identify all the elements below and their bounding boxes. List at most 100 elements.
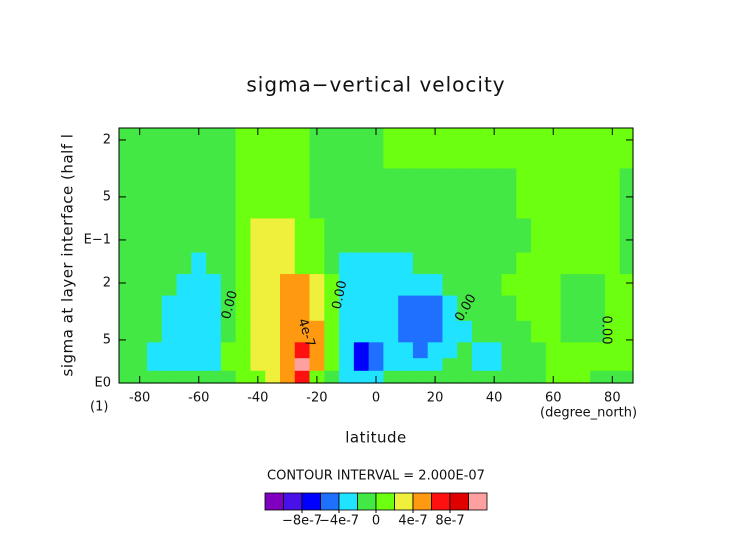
field-cell [590,370,606,384]
field-cell [619,274,634,297]
field-cell [560,295,576,322]
contour-label: 0.00 [599,316,614,345]
x-tick-label: 80 [604,391,621,406]
field-cell [161,295,178,322]
field-cell [398,128,414,170]
field-cell [353,128,370,170]
field-cell [265,295,281,322]
field-cell [604,320,621,343]
field-cell [309,320,325,343]
field-cell [590,320,606,343]
field-cell [590,274,606,297]
field-cell [442,320,458,343]
field-cell [353,274,370,297]
field-cell [472,168,488,220]
field-cell [220,320,237,343]
field-cell [560,320,576,343]
field-cell [147,218,163,254]
field-cell [206,218,222,254]
field-cell [206,320,222,343]
field-cell [220,218,237,254]
field-cell [457,168,473,220]
field-cell [501,218,517,254]
field-cell [119,320,133,343]
field-cell [161,274,178,297]
field-cell [353,168,370,220]
field-cell [368,358,384,372]
field-cell [383,342,399,359]
colorbar-tick-label: 4e-7 [398,514,427,529]
field-cell [161,128,178,170]
colorbar: −8e-7−4e-7 0 4e-7 8e-7 [264,492,488,529]
field-cell [132,342,148,359]
field-cell [191,218,207,254]
field-cell [486,168,503,220]
field-cell [206,342,222,359]
field-cell [545,218,562,254]
field-cell [176,295,192,322]
field-cell [412,358,429,372]
y-tick-label: E0 [95,376,112,391]
field-cell [119,168,133,220]
field-cell [472,342,488,359]
y-tick-label: E−1 [84,232,111,247]
field-cell [604,295,621,322]
field-cell [176,342,192,359]
field-cell [472,295,488,322]
field-cell [501,370,517,384]
field-cell [560,252,576,275]
y-tick-label: 2 [103,276,111,291]
field-cell [279,168,296,220]
field-cell [279,218,296,254]
field-cell [516,342,532,359]
x-tick-label: 0 [372,391,380,406]
field-cell [427,295,444,322]
field-cell [412,320,429,343]
field-cell [279,274,296,297]
field-cell [516,295,532,322]
field-cell [176,252,192,275]
field-cell [575,168,591,220]
field-cell [501,274,517,297]
field-cell [235,128,252,170]
field-cell [575,252,591,275]
y-tick-label: 2 [103,132,111,147]
field-cell [531,320,547,343]
field-cell [486,128,503,170]
field-cell [516,128,532,170]
field-cell [368,168,384,220]
field-cell [531,274,547,297]
x-tick-label: -80 [129,391,150,406]
field-cell [560,128,576,170]
field-cell [368,218,384,254]
field-cell [324,168,340,220]
field-cell [265,342,281,359]
colorbar-box [301,492,321,511]
field-cell [206,168,222,220]
field-cell [339,218,355,254]
x-unit: (degree_north) [540,406,637,421]
field-cell [279,128,296,170]
field-cell [412,370,429,384]
field-cell [353,358,370,372]
field-cell [191,295,207,322]
field-cell [161,168,178,220]
field-cell [604,274,621,297]
field-cell [619,252,634,275]
field-cell [575,358,591,372]
field-cell [486,320,503,343]
field-cell [324,274,340,297]
field-cell [575,342,591,359]
field-cell [398,370,414,384]
field-cell [339,320,355,343]
field-cell [383,128,399,170]
field-cell [220,252,237,275]
field-cell [383,252,399,275]
field-cell [339,274,355,297]
field-cell [427,218,444,254]
colorbar-box [357,492,377,511]
field-cell [161,320,178,343]
field-cell [442,370,458,384]
field-cell [191,358,207,372]
